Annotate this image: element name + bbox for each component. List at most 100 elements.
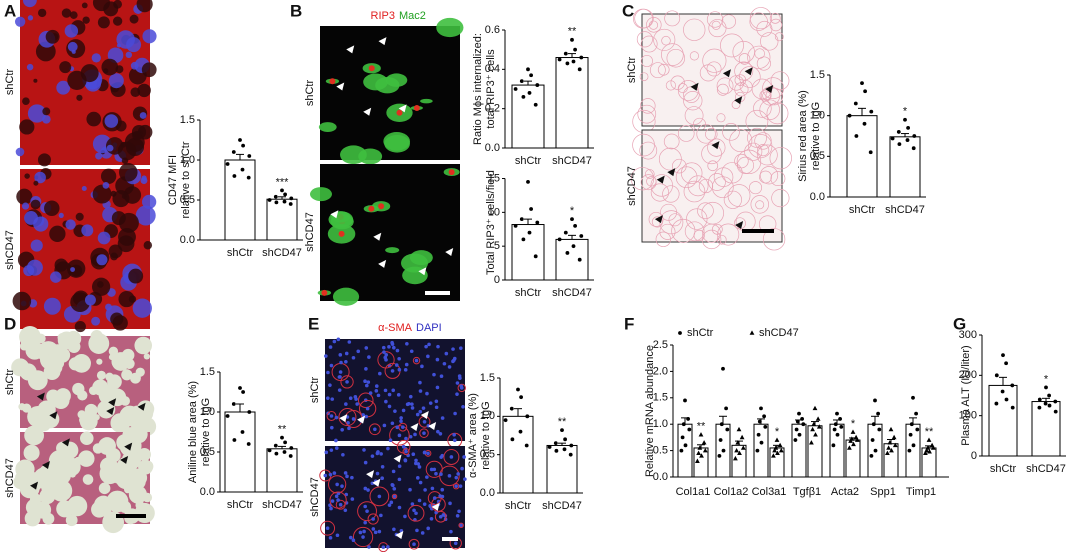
nucleus <box>362 448 366 452</box>
data-point <box>800 417 804 421</box>
fat <box>637 104 657 124</box>
fat <box>716 83 729 96</box>
data-point <box>280 435 284 440</box>
fat <box>699 64 717 82</box>
arrowhead <box>711 141 720 150</box>
cell <box>95 152 103 160</box>
nucleus <box>363 504 367 509</box>
nucleus <box>362 529 366 534</box>
nucleus <box>408 434 413 439</box>
fat <box>646 17 662 33</box>
nucleus <box>332 339 337 344</box>
y-tick-label: 1.5 <box>810 69 825 81</box>
nucleus <box>404 362 409 367</box>
bar <box>555 57 589 149</box>
x-tick-label: shCtr <box>515 287 542 299</box>
row-label: shCtr <box>4 69 16 96</box>
fat <box>658 147 682 171</box>
fat <box>640 98 656 114</box>
data-point <box>1047 403 1052 408</box>
nucleus <box>422 419 427 424</box>
data-point <box>529 207 533 211</box>
fat <box>747 127 767 148</box>
fat <box>708 19 727 38</box>
fat <box>24 425 45 446</box>
arrowhead <box>656 175 665 184</box>
y-tick-label: 0.5 <box>180 194 195 206</box>
row-label: shCD47 <box>309 477 321 517</box>
data-point <box>911 443 916 448</box>
fat <box>734 82 749 97</box>
nucleus <box>424 344 428 349</box>
fat <box>734 74 747 86</box>
significance: * <box>851 418 856 430</box>
nucleus <box>401 444 406 449</box>
stain-label: DAPI <box>416 322 442 334</box>
y-tick-label: 200 <box>959 369 977 381</box>
fat <box>733 217 746 230</box>
data-point <box>740 445 746 450</box>
nucleus <box>435 357 440 362</box>
fat <box>749 181 763 195</box>
nucleus <box>391 483 395 488</box>
cell <box>76 94 83 101</box>
nucleus <box>367 355 371 359</box>
cell <box>27 15 34 21</box>
sma <box>368 423 381 436</box>
data-point <box>1010 405 1015 410</box>
sma <box>320 520 336 536</box>
x-tick-label: shCD47 <box>542 500 582 512</box>
nucleus <box>397 367 402 372</box>
y-tick-label: 0.6 <box>485 24 500 36</box>
arrowhead <box>420 410 429 419</box>
scale-bar <box>116 514 146 518</box>
arrowhead <box>765 85 774 94</box>
data-point <box>873 448 878 453</box>
fat <box>128 472 146 491</box>
x-tick-label: Acta2 <box>831 486 859 498</box>
data-point <box>795 419 800 424</box>
bar <box>791 423 807 478</box>
data-point <box>273 194 278 199</box>
fat <box>39 488 56 505</box>
y-tick-label: 1.5 <box>480 372 495 384</box>
nucleus <box>453 411 457 416</box>
micrograph <box>14 0 157 167</box>
fat <box>701 229 722 250</box>
fat <box>24 510 41 527</box>
cell <box>65 219 76 230</box>
nucleus <box>390 421 395 426</box>
cell <box>27 104 47 123</box>
data-point <box>698 432 704 437</box>
data-point <box>526 67 530 72</box>
nucleus <box>412 508 416 513</box>
y-tick-label: 0.5 <box>200 446 215 458</box>
nucleus <box>459 346 463 350</box>
nucleus <box>462 455 466 459</box>
nucleus <box>423 488 427 492</box>
data-point <box>838 417 842 421</box>
data-point <box>868 150 873 155</box>
nucleus <box>438 514 443 519</box>
cell <box>112 190 130 208</box>
data-point <box>721 366 725 371</box>
nucleus <box>363 460 368 465</box>
fat <box>756 20 773 37</box>
data-point <box>912 134 917 138</box>
nucleus <box>351 355 356 360</box>
arrowhead <box>418 267 427 276</box>
data-point <box>283 192 287 197</box>
data-point <box>521 237 526 242</box>
data-point <box>737 450 742 456</box>
bar <box>511 84 545 149</box>
bar <box>846 115 878 198</box>
x-tick-label: shCD47 <box>552 155 592 167</box>
cell <box>42 114 51 124</box>
nucleus <box>379 452 383 456</box>
nucleus <box>461 404 465 409</box>
fat <box>670 75 685 90</box>
data-point <box>793 438 798 442</box>
image-bg <box>641 13 783 127</box>
data-point <box>1043 401 1048 406</box>
nucleus <box>392 527 396 532</box>
